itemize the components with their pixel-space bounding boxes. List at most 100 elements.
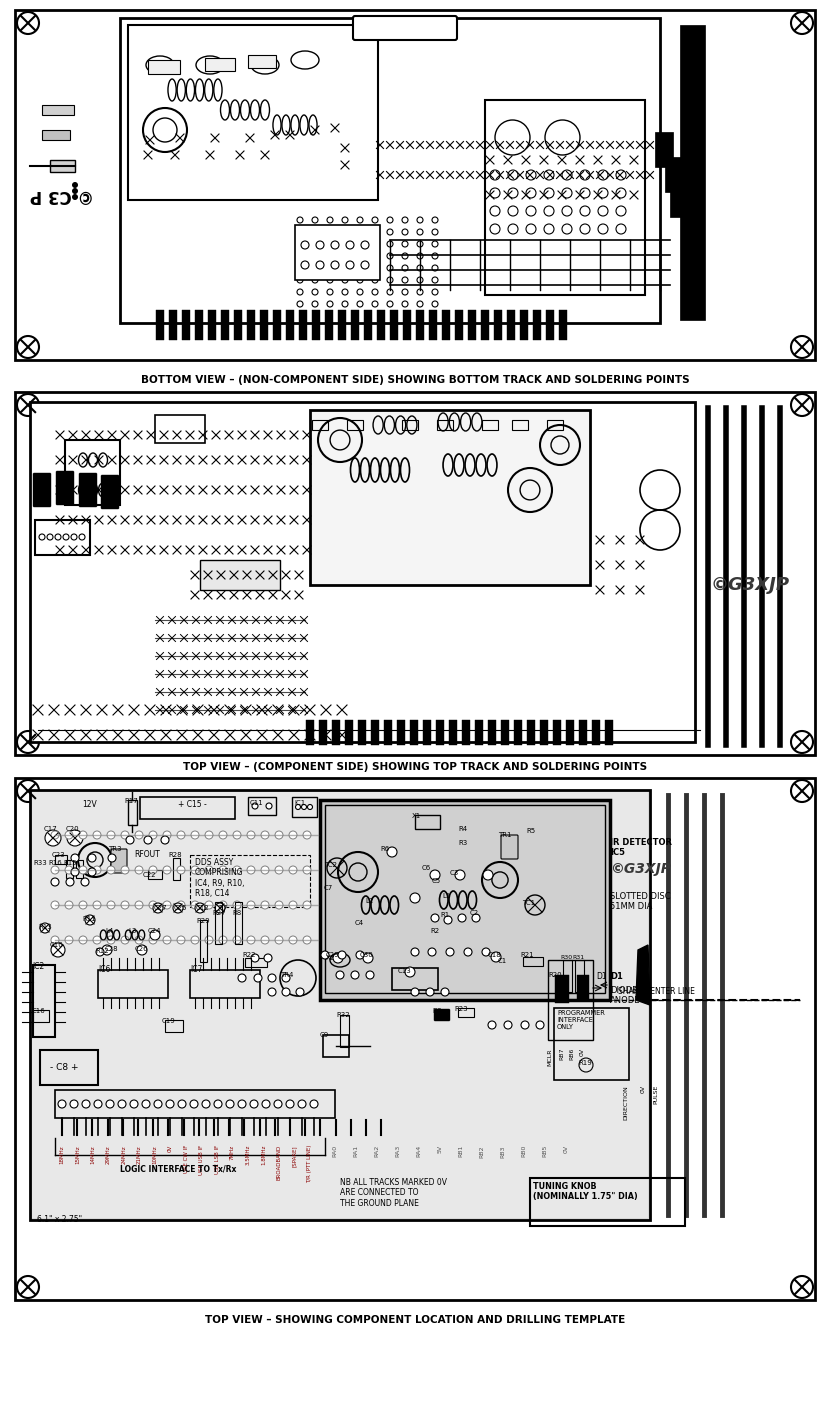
Text: L1: L1 [442,892,451,899]
Circle shape [130,1100,138,1108]
Circle shape [327,276,333,283]
Bar [403,310,411,340]
Bar [299,310,307,340]
Text: R32: R32 [336,1012,349,1019]
Text: T/R (PTT LINE): T/R (PTT LINE) [307,1145,313,1183]
Circle shape [71,868,79,875]
Text: R4: R4 [458,826,467,832]
Bar [530,1179,685,1226]
Circle shape [372,289,378,295]
Circle shape [247,901,255,909]
Bar [501,720,509,745]
Text: R8: R8 [232,911,242,916]
Circle shape [282,988,290,996]
Text: R30: R30 [560,955,572,960]
Circle shape [275,831,283,839]
Bar [494,310,502,340]
Circle shape [298,1100,306,1108]
Text: C9: C9 [320,1033,330,1038]
Circle shape [426,988,434,996]
Text: 18MHz: 18MHz [60,1145,65,1163]
Bar [358,720,366,745]
Text: 14MHz: 14MHz [90,1145,95,1163]
Circle shape [417,302,423,307]
Circle shape [562,170,572,180]
Circle shape [72,188,78,194]
Bar [488,720,496,745]
Text: ©G3XJP: ©G3XJP [610,861,671,875]
Bar [670,182,688,217]
Circle shape [297,302,303,307]
Circle shape [357,289,363,295]
Text: D2: D2 [432,1007,442,1014]
Text: RB2: RB2 [480,1145,485,1157]
Circle shape [526,224,536,234]
Text: R2: R2 [430,927,439,934]
Circle shape [55,535,61,540]
Circle shape [63,535,69,540]
Circle shape [102,946,112,955]
Circle shape [205,936,213,944]
Circle shape [261,901,269,909]
Bar [55,1090,335,1118]
Bar [15,391,815,755]
Circle shape [508,224,518,234]
Bar [245,958,267,967]
Circle shape [417,289,423,295]
Circle shape [247,831,255,839]
Text: D1: D1 [610,972,622,981]
Circle shape [357,217,363,223]
Bar [533,310,541,340]
Circle shape [544,170,554,180]
Bar [416,310,424,340]
Circle shape [327,229,333,234]
Circle shape [387,276,393,283]
Circle shape [205,831,213,839]
Text: USE LSB IF: USE LSB IF [214,1145,219,1174]
Circle shape [544,206,554,216]
Text: MCLR: MCLR [548,1048,553,1065]
Circle shape [72,182,78,188]
Circle shape [163,831,171,839]
Circle shape [72,194,78,201]
Circle shape [301,241,309,248]
Circle shape [616,188,626,198]
Circle shape [286,1100,294,1108]
Circle shape [372,253,378,260]
Text: RA3: RA3 [396,1145,401,1157]
Circle shape [233,901,241,909]
Circle shape [432,253,438,260]
Circle shape [163,936,171,944]
Text: 10MHz: 10MHz [153,1145,158,1163]
FancyBboxPatch shape [353,15,457,41]
Circle shape [219,831,227,839]
Text: + C15 -: + C15 - [178,800,207,810]
Bar [325,805,605,993]
Bar [442,310,450,340]
Text: SLOTTED DISC
51MM DIA: SLOTTED DISC 51MM DIA [610,892,671,912]
Bar [140,797,235,819]
Bar [286,310,294,340]
Circle shape [282,974,290,982]
Text: USE USB IF: USE USB IF [199,1145,204,1176]
Circle shape [275,936,283,944]
Circle shape [79,936,87,944]
Text: C1: C1 [498,958,507,964]
Circle shape [219,936,227,944]
Bar [546,310,554,340]
Bar [248,55,276,67]
Circle shape [121,936,129,944]
Bar [156,310,164,340]
Circle shape [562,206,572,216]
Bar [173,859,180,880]
Bar [325,310,333,340]
Circle shape [432,289,438,295]
Circle shape [191,901,199,909]
Text: R15: R15 [63,860,76,866]
Circle shape [327,253,333,260]
Circle shape [177,936,185,944]
Bar [292,797,317,817]
Circle shape [432,241,438,247]
Bar [33,965,55,1037]
FancyBboxPatch shape [33,473,51,506]
